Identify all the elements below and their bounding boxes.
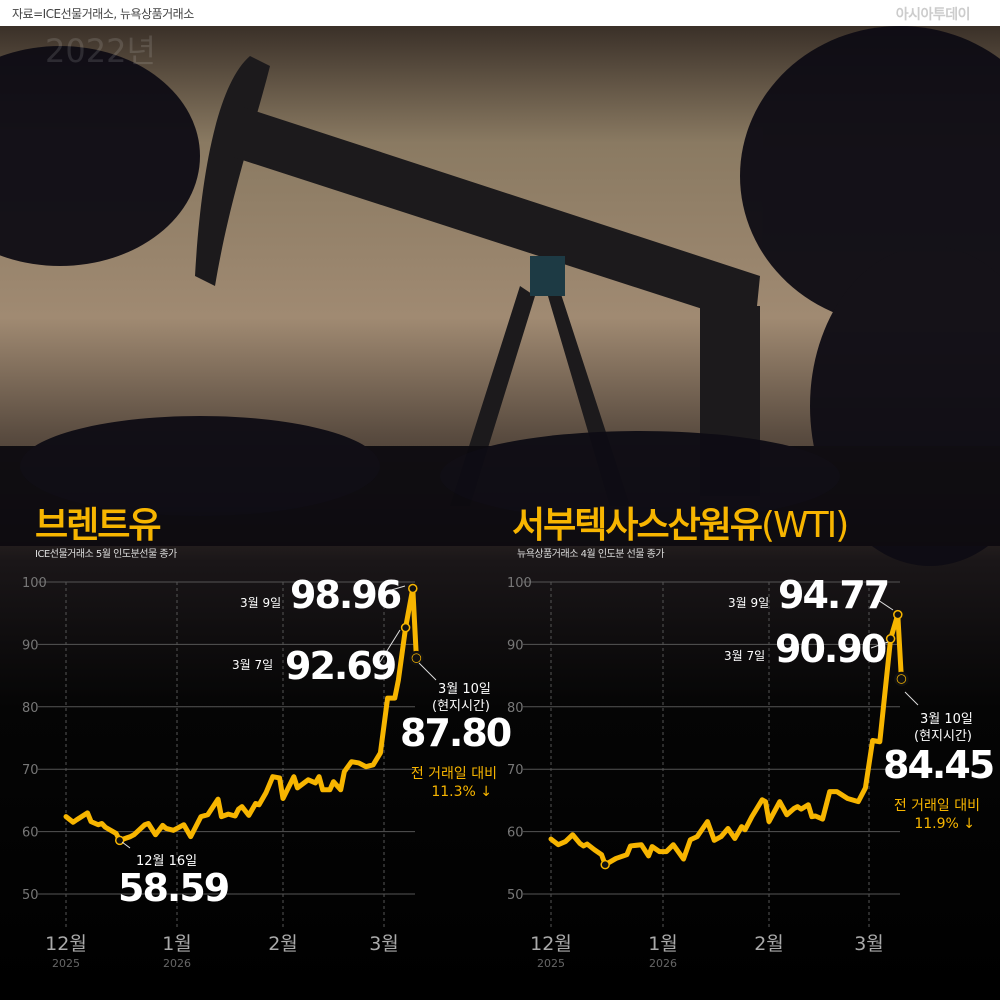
wti-mar10-note: (현지시간)	[914, 729, 972, 744]
x-tick-year: 2026	[163, 957, 191, 970]
annotation-marker-inner	[897, 675, 906, 684]
x-tick-label: 2월	[268, 933, 298, 955]
y-tick-label: 90	[507, 638, 524, 653]
top-bar: 자료=ICE선물거래소, 뉴욕상품거래소 아시아투데이	[0, 0, 1000, 26]
y-tick-label: 80	[22, 701, 39, 716]
x-tick-label: 3월	[369, 933, 399, 955]
brent-change-label: 전 거래일 대비	[410, 766, 497, 782]
brent-mar7-label: 3월 7일	[232, 658, 274, 672]
wti-title: 서부텍사스산원유(WTI)	[512, 496, 849, 548]
leader-line	[121, 841, 131, 849]
y-tick-label: 100	[507, 576, 532, 591]
source-credit: 자료=ICE선물거래소, 뉴욕상품거래소	[12, 7, 194, 21]
wti-mar9-value: 94.77	[778, 573, 890, 617]
brent-mar7-value: 92.69	[285, 644, 397, 688]
x-tick-label: 2월	[754, 933, 784, 955]
y-tick-label: 80	[507, 701, 524, 716]
wti-subtitle: 뉴욕상품거래소 4월 인도분 선물 종가	[517, 549, 665, 560]
background-photo	[0, 26, 1000, 1000]
y-tick-label: 50	[22, 888, 39, 903]
x-tick-label: 12월	[530, 933, 572, 955]
leader-line	[387, 585, 406, 592]
price-line	[63, 585, 419, 843]
wti-mar10-label: 3월 10일	[920, 712, 973, 727]
annotation-marker	[600, 859, 610, 870]
wti-mar7-label: 3월 7일	[724, 649, 766, 663]
leader-line	[870, 641, 889, 649]
brent-mar9-value: 98.96	[290, 573, 402, 617]
publisher-logo: 아시아투데이	[895, 7, 971, 23]
wti-mar9-label: 3월 9일	[728, 596, 770, 610]
leader-line	[379, 629, 401, 663]
wti-change-value: 11.9% ↓	[914, 816, 975, 832]
wti-title-main: 서부텍사스산원유	[512, 505, 763, 546]
price-line	[548, 612, 904, 868]
x-tick-label: 12월	[45, 933, 87, 955]
watermark-year: 2022년	[45, 32, 156, 70]
brent-mar10-value: 87.80	[400, 711, 512, 755]
y-tick-label: 50	[507, 888, 524, 903]
y-tick-label: 60	[507, 826, 524, 841]
x-tick-label: 1월	[648, 933, 678, 955]
leader-line	[874, 597, 894, 611]
leader-line	[904, 691, 919, 706]
x-tick-label: 1월	[162, 933, 192, 955]
annotation-marker	[400, 622, 411, 633]
y-tick-label: 70	[507, 763, 524, 778]
brent-mar10-note: (현지시간)	[432, 699, 490, 714]
y-tick-label: 70	[22, 763, 39, 778]
brent-subtitle: ICE선물거래소 5월 인도분선물 종가	[35, 549, 177, 560]
brent-dec16-label: 12월 16일	[136, 854, 198, 869]
y-tick-label: 100	[22, 576, 47, 591]
annotation-marker-inner	[412, 654, 421, 663]
annotation-marker	[885, 634, 896, 644]
leader-line	[418, 662, 437, 681]
brent-mar10-label: 3월 10일	[438, 682, 491, 697]
x-tick-year: 2025	[52, 957, 80, 970]
x-tick-label: 3월	[854, 933, 884, 955]
brent-dec16-value: 58.59	[118, 866, 230, 910]
y-tick-label: 90	[22, 638, 39, 653]
brent-change-value: 11.3% ↓	[431, 784, 492, 800]
brent-title: 브렌트유	[35, 505, 161, 546]
y-tick-label: 60	[22, 826, 39, 841]
x-tick-year: 2026	[649, 957, 677, 970]
wti-title-suffix: (WTI)	[760, 505, 849, 546]
wti-mar10-value: 84.45	[883, 743, 995, 787]
tree-silhouettes	[0, 26, 1000, 566]
annotation-marker	[408, 583, 418, 594]
brent-mar9-label: 3월 9일	[240, 596, 282, 610]
wti-change-label: 전 거래일 대비	[893, 798, 980, 814]
wti-mar7-value: 90.90	[775, 627, 887, 671]
annotation-marker	[114, 835, 125, 846]
x-tick-year: 2025	[537, 957, 565, 970]
annotation-marker	[893, 609, 903, 620]
